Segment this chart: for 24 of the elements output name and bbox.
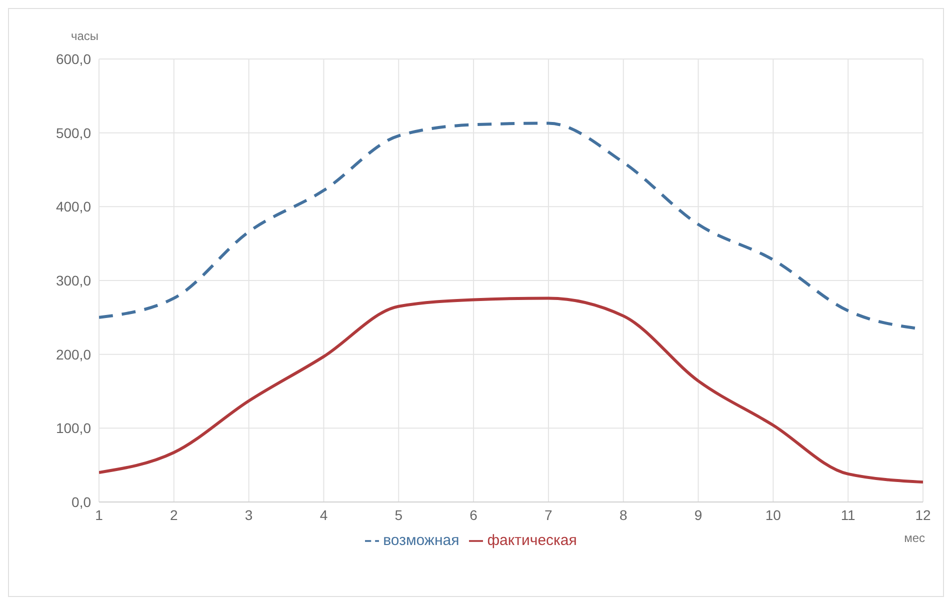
y-tick-label: 200,0 bbox=[56, 346, 92, 362]
x-tick-label: 1 bbox=[95, 506, 104, 523]
x-axis-title: мес bbox=[904, 531, 925, 545]
x-tick-label: 11 bbox=[840, 506, 856, 523]
x-tick-label: 6 bbox=[470, 506, 478, 523]
x-tick-label: 12 bbox=[915, 506, 931, 523]
y-tick-label: 100,0 bbox=[56, 420, 92, 436]
y-tick-label: 500,0 bbox=[56, 124, 92, 141]
legend-label: возможная bbox=[383, 532, 460, 549]
y-axis-title: часы bbox=[71, 29, 99, 43]
legend-label: фактическая bbox=[487, 532, 577, 549]
line-series bbox=[99, 296, 923, 484]
x-tick-label: 5 bbox=[394, 506, 403, 523]
x-tick-label: 7 bbox=[544, 506, 553, 523]
y-tick-label: 600,0 bbox=[56, 50, 92, 67]
y-tick-label: 0,0 bbox=[72, 494, 92, 510]
x-tick-label: 3 bbox=[244, 506, 253, 523]
y-tick-label: 400,0 bbox=[56, 198, 92, 215]
x-tick-label: 9 bbox=[694, 506, 702, 523]
x-tick-label: 10 bbox=[765, 506, 782, 523]
y-tick-label: 300,0 bbox=[56, 272, 92, 288]
x-tick-label: 8 bbox=[619, 506, 628, 523]
x-tick-label: 4 bbox=[320, 506, 328, 523]
x-tick-label: 2 bbox=[170, 506, 178, 523]
